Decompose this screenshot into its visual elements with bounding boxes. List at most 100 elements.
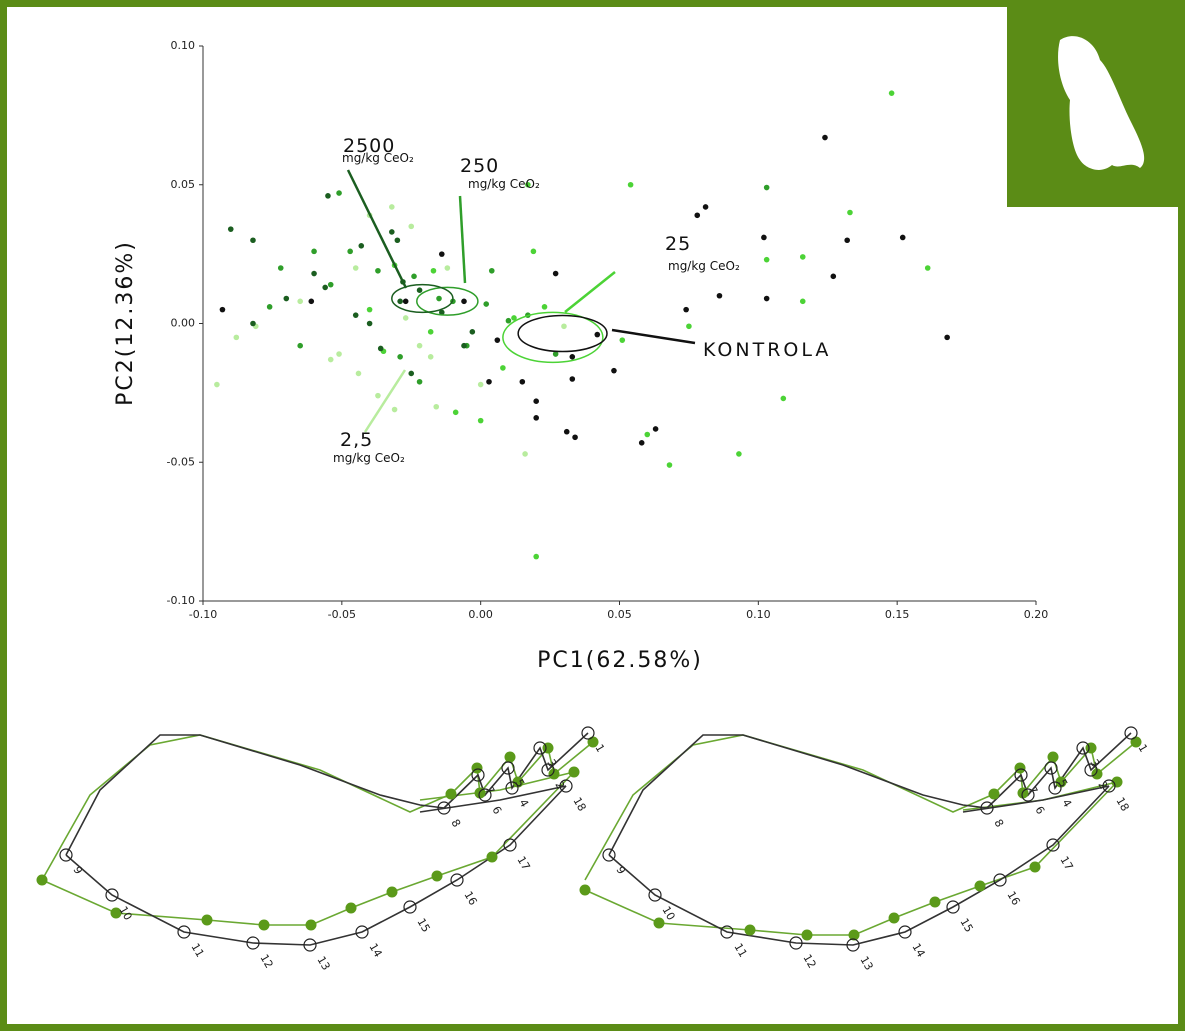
point: [924, 265, 931, 271]
point: [352, 265, 359, 271]
landmark-green: [431, 870, 443, 882]
landmark-label: 15: [414, 916, 432, 935]
point: [469, 329, 476, 335]
point: [500, 365, 506, 371]
x-tick-label: 0.10: [746, 608, 771, 621]
landmark-black: [559, 779, 573, 793]
point: [780, 395, 787, 402]
point: [844, 237, 850, 244]
point: [522, 451, 528, 457]
landmark-green: [1017, 787, 1029, 799]
landmark-green: [1130, 736, 1142, 748]
point: [716, 292, 723, 299]
point: [389, 204, 395, 210]
x-tick-label: -0.05: [328, 608, 356, 621]
point: [830, 273, 837, 280]
group-label: 250: [460, 155, 499, 177]
outline-black: [608, 785, 1110, 946]
point: [408, 223, 415, 230]
point: [666, 462, 673, 468]
point: [594, 331, 601, 338]
point: [683, 306, 689, 313]
landmark-green: [445, 788, 457, 800]
group-label: 2500: [343, 135, 395, 157]
point: [394, 237, 401, 244]
point: [494, 337, 501, 343]
point: [822, 134, 828, 141]
landmark-label: 13: [314, 954, 332, 973]
landmark-black: [1046, 838, 1060, 852]
landmark-black: [450, 873, 464, 887]
outline-green: [584, 781, 1118, 936]
landmark-black: [581, 726, 595, 740]
point: [477, 381, 484, 388]
outline-green: [41, 771, 575, 926]
point: [402, 298, 409, 305]
point: [572, 434, 578, 441]
outline-black: [65, 734, 445, 856]
landmark-black: [59, 848, 73, 862]
landmark-label: 16: [461, 889, 479, 908]
point: [322, 284, 328, 291]
landmark-green: [801, 929, 813, 941]
group-ellipse: [416, 286, 479, 316]
group-label: KONTROLA: [703, 339, 831, 361]
landmark-green: [1055, 776, 1067, 788]
landmark-green: [345, 902, 357, 914]
landmark-green: [504, 751, 516, 763]
y-axis-label: PC2(12.36%): [113, 240, 138, 406]
landmark-black: [648, 888, 662, 902]
landmark-black: [403, 900, 417, 914]
point: [505, 317, 512, 324]
point: [308, 298, 315, 305]
point: [736, 451, 742, 457]
point: [214, 381, 220, 388]
point: [533, 553, 539, 560]
landmark-black: [720, 925, 734, 939]
landmark-black: [501, 761, 515, 775]
outline-black: [443, 732, 589, 809]
point: [763, 256, 770, 263]
point: [569, 354, 576, 360]
point: [644, 431, 651, 438]
leader-line: [363, 369, 407, 433]
leader-line: [564, 271, 616, 313]
outline-black: [65, 785, 567, 946]
outline-black: [986, 732, 1132, 809]
landmark-label: 17: [514, 854, 532, 873]
landmark-green: [258, 919, 270, 931]
landmark-green: [486, 851, 498, 863]
point: [533, 398, 539, 405]
landmark-black: [1124, 726, 1138, 740]
point: [397, 354, 403, 360]
y-tick-label: -0.05: [167, 455, 195, 468]
point: [227, 226, 234, 232]
point: [366, 320, 373, 327]
point: [389, 229, 395, 235]
landmark-black: [1084, 763, 1098, 777]
landmark-label: 10: [116, 904, 134, 923]
landmark-green: [568, 766, 580, 778]
point: [283, 295, 290, 302]
point: [799, 254, 806, 260]
point: [336, 190, 342, 196]
point: [511, 315, 517, 321]
y-tick-label: -0.10: [167, 594, 195, 607]
leaf-silhouette: [1058, 36, 1145, 170]
landmark-green: [110, 907, 122, 919]
group-unit: mg/kg CeO₂: [668, 259, 740, 273]
point: [519, 378, 526, 385]
landmark-black: [478, 788, 492, 802]
landmark-black: [246, 936, 260, 950]
point: [416, 342, 423, 349]
group-label: 25: [665, 233, 691, 255]
point: [686, 323, 692, 330]
landmark-black: [980, 801, 994, 815]
landmark-green: [974, 880, 986, 892]
landmark-green: [1029, 861, 1041, 873]
point: [569, 376, 576, 382]
point: [416, 287, 423, 294]
point: [533, 415, 539, 421]
